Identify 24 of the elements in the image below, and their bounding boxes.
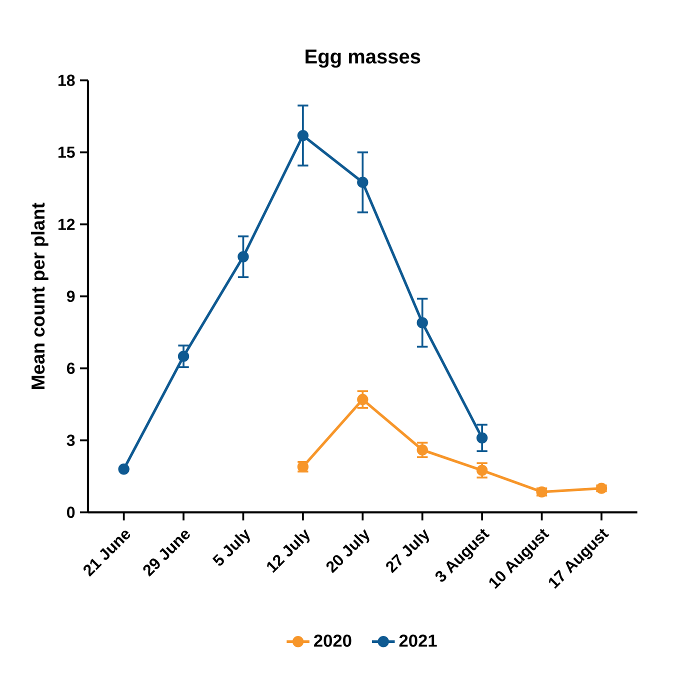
chart-title: Egg masses	[306, 50, 420, 68]
point	[476, 464, 488, 476]
point	[357, 394, 368, 406]
y-tick-label: 6	[66, 362, 75, 374]
y-tick-label: 15	[58, 146, 75, 158]
point	[357, 176, 368, 188]
y-tick-label: 9	[66, 290, 75, 302]
legend-label: 2020	[314, 634, 352, 647]
point	[416, 444, 428, 456]
point	[178, 350, 190, 362]
point	[476, 432, 488, 444]
x-tick-label: 27 July	[386, 529, 430, 574]
y-tick-label: 3	[66, 434, 75, 446]
y-tick-label: 12	[58, 218, 75, 230]
legend-label: 2021	[399, 634, 437, 647]
point	[118, 464, 130, 475]
y-axis-title: Mean count per plant	[30, 202, 48, 389]
y-tick-label: 0	[67, 506, 75, 518]
point	[297, 130, 309, 142]
point	[596, 482, 608, 494]
point	[238, 251, 249, 262]
point	[416, 317, 428, 328]
y-tick-label: 18	[58, 74, 75, 86]
x-tick-label: 12 July	[267, 529, 310, 573]
